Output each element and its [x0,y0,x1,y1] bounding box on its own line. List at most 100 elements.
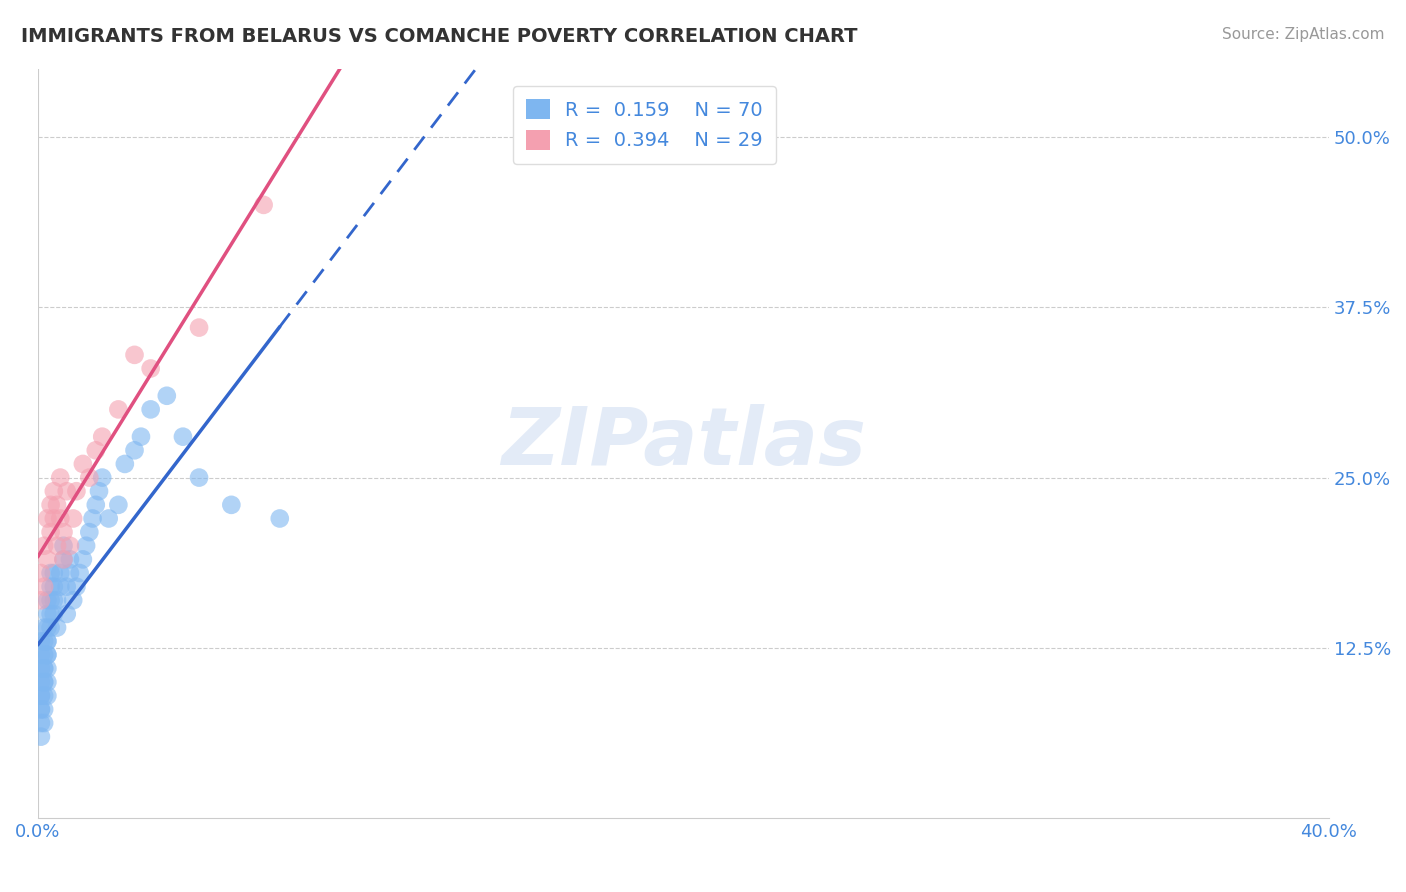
Point [55,580,77,594]
Point [46,539,69,553]
Point [32,580,55,594]
Point [221,498,243,512]
Point [82,511,104,525]
Point [107,402,129,417]
Point [55,484,77,499]
Point [52,552,75,566]
Point [114,457,136,471]
Point [91,430,114,444]
Point [39,580,62,594]
Point [79,470,101,484]
Point [253,198,276,212]
Point [59,566,82,580]
Point [42,580,65,594]
Point [30,702,52,716]
Point [39,607,62,621]
Point [30,634,52,648]
Point [30,716,52,731]
Point [37,634,59,648]
Point [65,580,87,594]
Point [49,511,72,525]
Point [32,675,55,690]
Point [129,430,152,444]
Point [42,607,65,621]
Point [42,593,65,607]
Point [30,675,52,690]
Point [55,607,77,621]
Point [84,498,107,512]
Point [72,457,94,471]
Point [84,443,107,458]
Point [52,525,75,540]
Point [97,511,120,525]
Point [37,689,59,703]
Point [69,566,91,580]
Point [124,348,146,362]
Point [188,470,211,484]
Text: Source: ZipAtlas.com: Source: ZipAtlas.com [1222,27,1385,42]
Point [59,539,82,553]
Point [30,661,52,675]
Point [139,361,162,376]
Point [37,675,59,690]
Point [39,621,62,635]
Point [172,430,194,444]
Point [39,525,62,540]
Point [46,621,69,635]
Point [30,648,52,662]
Point [124,443,146,458]
Point [52,539,75,553]
Point [59,552,82,566]
Point [79,525,101,540]
Text: IMMIGRANTS FROM BELARUS VS COMANCHE POVERTY CORRELATION CHART: IMMIGRANTS FROM BELARUS VS COMANCHE POVE… [21,27,858,45]
Point [32,702,55,716]
Point [52,552,75,566]
Point [42,566,65,580]
Text: ZIPatlas: ZIPatlas [501,404,866,483]
Point [37,621,59,635]
Point [46,498,69,512]
Point [37,634,59,648]
Point [269,511,291,525]
Point [30,702,52,716]
Point [37,607,59,621]
Point [87,484,110,499]
Point [32,661,55,675]
Point [46,593,69,607]
Point [42,511,65,525]
Point [32,539,55,553]
Point [32,689,55,703]
Point [139,402,162,417]
Point [32,621,55,635]
Point [37,648,59,662]
Point [32,716,55,731]
Point [32,634,55,648]
Point [39,566,62,580]
Point [49,470,72,484]
Point [39,593,62,607]
Point [188,320,211,334]
Point [91,470,114,484]
Point [65,484,87,499]
Point [37,648,59,662]
Point [62,593,84,607]
Point [30,566,52,580]
Point [39,498,62,512]
Point [49,580,72,594]
Point [30,689,52,703]
Point [75,539,97,553]
Point [62,511,84,525]
Point [30,730,52,744]
Point [156,389,179,403]
Point [30,593,52,607]
Point [32,661,55,675]
Point [42,484,65,499]
Point [72,552,94,566]
Point [49,566,72,580]
Point [37,593,59,607]
Point [107,498,129,512]
Point [32,648,55,662]
Point [37,661,59,675]
Point [37,552,59,566]
Point [37,511,59,525]
